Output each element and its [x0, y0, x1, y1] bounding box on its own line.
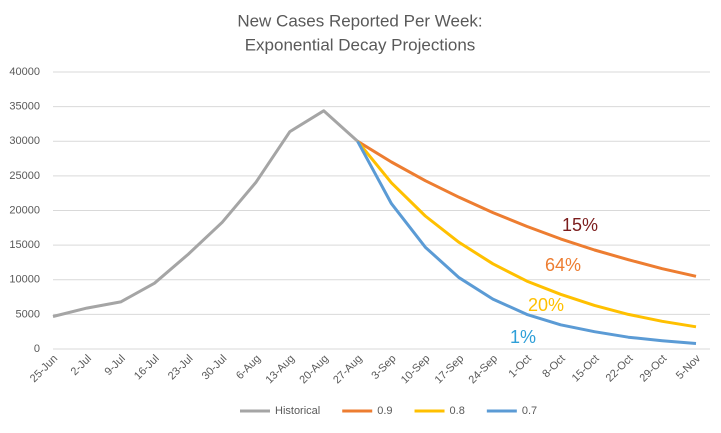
y-tick-label: 15000 — [9, 239, 40, 251]
series-line — [52, 109, 359, 318]
y-tick-label: 10000 — [9, 274, 40, 286]
y-tick-label: 35000 — [9, 101, 40, 113]
chart-title: New Cases Reported Per Week: — [237, 11, 482, 30]
annotation: 20% — [528, 295, 564, 315]
series-line — [356, 140, 697, 345]
y-tick-label: 40000 — [9, 66, 40, 78]
y-tick-label: 30000 — [9, 135, 40, 147]
annotation: 64% — [545, 255, 581, 275]
legend-label: 0.7 — [522, 405, 537, 417]
y-tick-label: 20000 — [9, 204, 40, 216]
legend-label: Historical — [275, 405, 320, 417]
annotation: 15% — [562, 215, 598, 235]
y-tick-label: 25000 — [9, 170, 40, 182]
y-tick-label: 0 — [34, 343, 40, 355]
series-line — [356, 140, 697, 278]
legend-label: 0.8 — [450, 405, 465, 417]
y-tick-label: 5000 — [16, 308, 40, 320]
chart-title: Exponential Decay Projections — [245, 35, 476, 54]
legend-label: 0.9 — [377, 405, 392, 417]
annotation: 1% — [510, 327, 536, 347]
series-line — [356, 140, 697, 329]
